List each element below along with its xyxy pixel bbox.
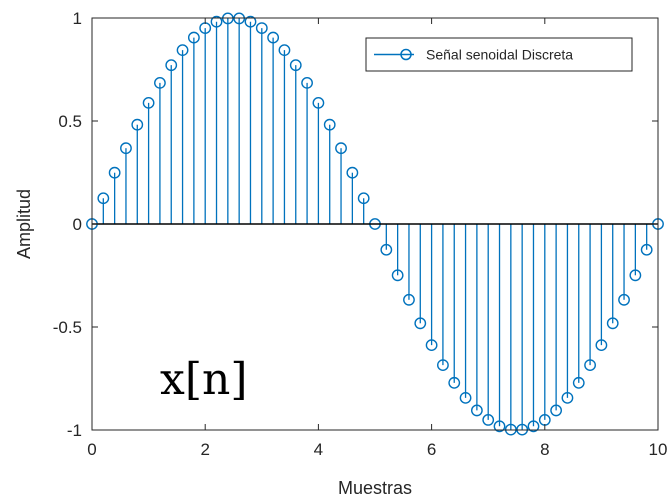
annotation-label: x[n] xyxy=(160,354,247,405)
stem-marker xyxy=(391,269,404,282)
stem-marker xyxy=(448,376,461,389)
stem-marker xyxy=(120,142,132,155)
stem-marker xyxy=(437,359,449,372)
y-tick-label: -1 xyxy=(67,421,82,440)
stem-marker xyxy=(323,118,336,131)
stem-marker xyxy=(425,339,438,352)
stem-marker xyxy=(165,59,178,72)
stem-marker xyxy=(403,293,415,306)
stem-marker xyxy=(482,414,495,426)
legend-entry-label: Señal senoidal Discreta xyxy=(426,47,573,63)
x-tick-label: 0 xyxy=(87,440,96,459)
stem-marker xyxy=(595,339,608,352)
y-tick-label: 0.5 xyxy=(58,112,82,131)
stem-marker xyxy=(289,59,302,72)
stem-marker xyxy=(357,192,370,205)
stem-marker xyxy=(493,420,506,433)
stem-marker xyxy=(108,166,121,179)
stem-marker xyxy=(527,420,540,433)
ticks: 0 2 4 6 8 10 -1 -0.5 0 0.5 1 xyxy=(53,9,668,459)
stem-marker xyxy=(640,243,653,256)
stem-marker xyxy=(550,404,563,417)
stem-marker xyxy=(606,317,619,330)
stem-marker xyxy=(267,31,280,44)
y-axis-label: Amplitud xyxy=(14,189,34,259)
stem-marker xyxy=(618,293,630,306)
x-tick-label: 8 xyxy=(540,440,549,459)
stem-marker xyxy=(414,317,427,330)
stem-marker xyxy=(629,269,642,282)
x-tick-label: 10 xyxy=(649,440,668,459)
stem-series xyxy=(86,12,664,436)
legend-swatch-marker xyxy=(400,48,412,61)
stem-marker xyxy=(278,44,291,57)
stem-marker xyxy=(244,15,257,28)
stem-marker xyxy=(210,15,223,28)
x-tick-label: 6 xyxy=(427,440,436,459)
stem-marker xyxy=(335,142,347,155)
stem-marker xyxy=(187,31,200,44)
stem-marker xyxy=(584,359,596,372)
x-tick-label: 4 xyxy=(314,440,323,459)
stem-marker xyxy=(255,22,268,34)
stem-marker xyxy=(154,76,166,89)
x-tick-label: 2 xyxy=(200,440,209,459)
stem-marker xyxy=(176,44,189,57)
stem-marker xyxy=(142,96,155,109)
stem-marker xyxy=(346,166,359,179)
stem-marker xyxy=(97,192,110,205)
y-tick-label: 1 xyxy=(73,9,82,28)
y-tick-label: -0.5 xyxy=(53,318,82,337)
y-tick-label: 0 xyxy=(73,215,82,234)
stem-marker xyxy=(470,404,483,417)
stem-marker xyxy=(380,243,393,256)
stem-marker xyxy=(561,391,574,404)
stem-marker xyxy=(131,118,144,131)
stem-marker xyxy=(459,391,472,404)
legend: Señal senoidal Discreta xyxy=(365,37,633,72)
stem-marker xyxy=(312,96,325,109)
x-axis-label: Muestras xyxy=(338,478,412,498)
stem-marker xyxy=(572,376,585,389)
stem-marker xyxy=(301,76,313,89)
